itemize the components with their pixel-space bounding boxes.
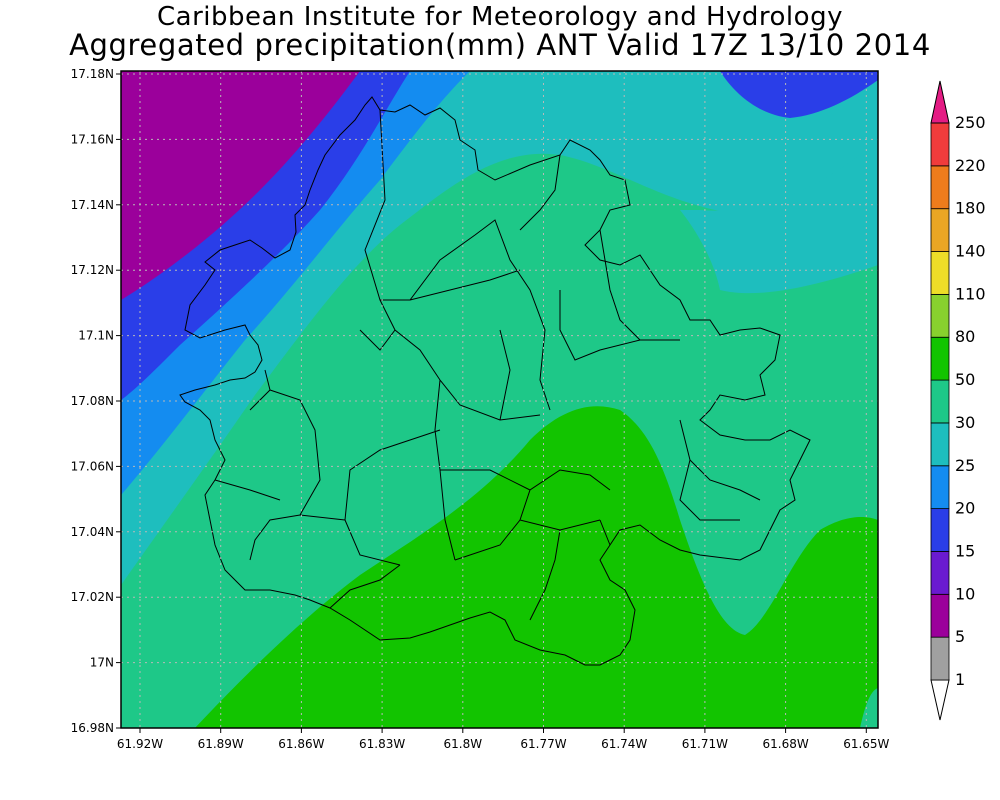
antigua-coastline: [179, 96, 811, 666]
x-tick-label: 61.65W: [843, 737, 889, 751]
x-tick-label: 61.83W: [359, 737, 405, 751]
colorbar-segment: [930, 508, 950, 552]
y-tick-label: 17.16N: [71, 132, 114, 146]
colorbar-label: 15: [955, 541, 975, 560]
island-outline: [179, 96, 811, 666]
colorbar-segment: [930, 379, 950, 424]
x-tick-label: 61.86W: [278, 737, 324, 751]
colorbar-segment: [930, 551, 950, 595]
colorbar-segment: [930, 251, 950, 295]
colorbar-label: 1: [955, 670, 965, 689]
colorbar-segment: [930, 122, 950, 167]
colorbar-label: 220: [955, 156, 986, 175]
x-tick-label: 61.8W: [444, 737, 483, 751]
colorbar-segment: [930, 293, 950, 338]
chart-title-product: Aggregated precipitation(mm) ANT Valid 1…: [69, 28, 931, 62]
band-25-30-east: [680, 140, 878, 294]
y-axis: 17.18N 17.16N 17.14N 17.12N 17.1N 17.08N 17.06…: [71, 67, 121, 735]
colorbar-segment: [930, 422, 950, 467]
colorbar-segment: [930, 336, 950, 381]
y-tick-label: 17.1N: [78, 329, 114, 343]
colorbar-label: 110: [955, 284, 986, 303]
band-15-20-ne: [720, 71, 878, 118]
colorbar-segment: [930, 165, 950, 210]
colorbar-label: 250: [955, 113, 986, 132]
y-tick-label: 17.14N: [71, 198, 114, 212]
x-axis: 61.92W 61.89W 61.86W 61.83W 61.8W 61.77W 61.74…: [117, 728, 890, 751]
colorbar-label: 10: [955, 584, 975, 603]
band-25-30-se: [860, 688, 878, 728]
colorbar-segment: [930, 465, 950, 510]
x-tick-label: 61.92W: [117, 737, 163, 751]
colorbar-label: 20: [955, 499, 975, 518]
band-50-80: [195, 406, 878, 728]
y-tick-label: 17.06N: [71, 459, 114, 473]
colorbar-label: 25: [955, 456, 975, 475]
y-tick-label: 17.08N: [71, 394, 114, 408]
colorbar-label: 80: [955, 327, 975, 346]
y-tick-label: 17.02N: [71, 590, 114, 604]
colorbar-over-arrow: [930, 80, 950, 124]
x-tick-label: 61.77W: [520, 737, 566, 751]
colorbar-segment: [930, 593, 950, 638]
colorbar-label: 30: [955, 413, 975, 432]
y-tick-label: 16.98N: [71, 721, 114, 735]
x-tick-label: 61.89W: [198, 737, 244, 751]
y-tick-label: 17N: [90, 656, 114, 670]
colorbar-label: 5: [955, 627, 965, 646]
colorbar-segment: [930, 208, 950, 252]
x-tick-label: 61.71W: [682, 737, 728, 751]
island-internal-lines: [214, 109, 761, 621]
x-tick-label: 61.74W: [601, 737, 647, 751]
band-10-15: [121, 71, 360, 300]
x-tick-label: 61.68W: [762, 737, 808, 751]
y-tick-label: 17.12N: [71, 263, 114, 277]
colorbar-segment: [930, 636, 950, 681]
y-tick-label: 17.04N: [71, 525, 114, 539]
colorbar-label: 50: [955, 370, 975, 389]
y-tick-label: 17.18N: [71, 67, 114, 81]
colorbar-label: 140: [955, 242, 986, 261]
colorbar-label: 180: [955, 199, 986, 218]
precipitation-field: [121, 71, 878, 728]
colorbar-under-arrow: [930, 679, 950, 721]
plot-frame: [120, 70, 879, 729]
chart-title-institute: Caribbean Institute for Meteorology and …: [157, 2, 843, 32]
